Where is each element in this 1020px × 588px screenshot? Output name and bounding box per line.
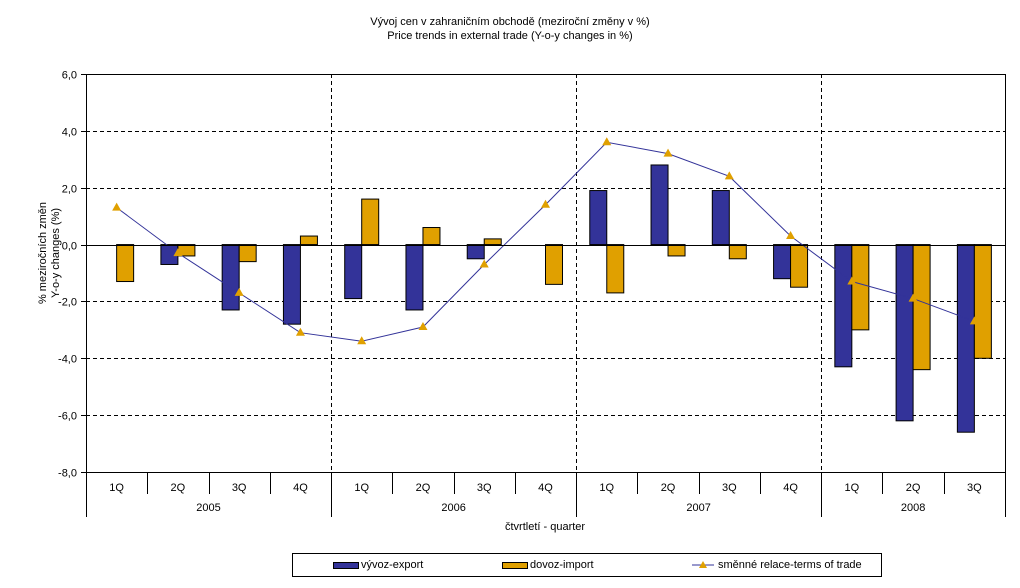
category-label: 2Q (171, 482, 186, 494)
category-label: 1Q (844, 482, 859, 494)
year-label: 2008 (901, 502, 925, 514)
marker-terms-of-trade (602, 137, 612, 146)
legend-label-terms-of-trade: směnné relace-terms of trade (718, 559, 862, 571)
category-label: 4Q (293, 482, 308, 494)
category-label: 1Q (599, 482, 614, 494)
legend-swatch-export (333, 561, 359, 569)
chart-title: Vývoj cen v zahraničním obchodě (meziroč… (370, 16, 650, 28)
category-label: 4Q (783, 482, 798, 494)
y-tick-label: 4,0 (62, 127, 77, 139)
bar-export (282, 244, 301, 325)
category-label: 3Q (967, 482, 982, 494)
bar-export (895, 244, 914, 422)
legend-swatch-import (502, 561, 528, 569)
bar-import (912, 244, 931, 371)
y-tick-label: 6,0 (62, 70, 77, 82)
marker-terms-of-trade (357, 336, 367, 345)
bar-export (650, 164, 669, 246)
legend-label-import: dovoz-import (530, 559, 594, 571)
bar-import (238, 244, 257, 263)
y-tick-label: -4,0 (58, 354, 77, 366)
year-label: 2007 (686, 502, 710, 514)
marker-terms-of-trade (969, 316, 979, 325)
bar-import (667, 244, 686, 257)
bar-export (773, 244, 792, 280)
legend-item-import: dovoz-import (502, 559, 594, 571)
y-tick-label: -6,0 (58, 411, 77, 423)
year-label: 2005 (196, 502, 220, 514)
bar-export (834, 244, 853, 368)
marker-terms-of-trade (786, 231, 796, 240)
category-label: 3Q (722, 482, 737, 494)
x-axis-label: čtvrtletí - quarter (505, 521, 586, 533)
category-label: 1Q (354, 482, 369, 494)
bar-import (790, 244, 809, 288)
marker-terms-of-trade (479, 259, 489, 268)
bar-export (956, 244, 975, 433)
legend: vývoz-export dovoz-import směnné relace-… (292, 553, 882, 577)
legend-item-export: vývoz-export (333, 559, 423, 571)
marker-terms-of-trade (295, 327, 305, 336)
y-tick-label: -2,0 (58, 297, 77, 309)
category-label: 3Q (477, 482, 492, 494)
marker-terms-of-trade (418, 322, 428, 331)
category-label: 1Q (109, 482, 124, 494)
marker-terms-of-trade (112, 202, 122, 211)
marker-terms-of-trade (847, 276, 857, 285)
bar-export (221, 244, 240, 311)
category-label: 2Q (416, 482, 431, 494)
bar-import (851, 244, 870, 331)
bar-export (589, 190, 608, 246)
bar-import (116, 244, 135, 283)
bar-import (483, 238, 502, 246)
category-label: 4Q (538, 482, 553, 494)
year-label: 2006 (441, 502, 465, 514)
legend-label-export: vývoz-export (361, 559, 424, 571)
marker-terms-of-trade (908, 293, 918, 302)
legend-swatch-terms-of-trade (692, 561, 714, 568)
marker-terms-of-trade (234, 287, 244, 296)
bar-import (361, 198, 380, 246)
bar-import (728, 244, 747, 260)
category-label: 3Q (232, 482, 247, 494)
bar-export (405, 244, 424, 311)
bar-export (711, 190, 730, 246)
marker-terms-of-trade (173, 248, 183, 257)
bar-export (344, 244, 363, 300)
category-label: 2Q (661, 482, 676, 494)
marker-terms-of-trade (541, 199, 550, 208)
category-label: 2Q (906, 482, 921, 494)
y-tick-label: 2,0 (62, 184, 77, 196)
bar-import (973, 244, 992, 359)
bar-import (606, 244, 625, 294)
y-tick-label: -8,0 (58, 468, 77, 480)
chart-subtitle: Price trends in external trade (Y-o-y ch… (387, 30, 633, 42)
marker-terms-of-trade (724, 171, 734, 180)
bar-export (466, 244, 485, 260)
bar-import (299, 235, 318, 246)
y-tick-label: 0,0 (62, 241, 77, 253)
marker-terms-of-trade (663, 148, 673, 157)
bar-import (422, 227, 441, 246)
bar-import (545, 244, 563, 285)
legend-item-terms-of-trade: směnné relace-terms of trade (692, 559, 862, 571)
